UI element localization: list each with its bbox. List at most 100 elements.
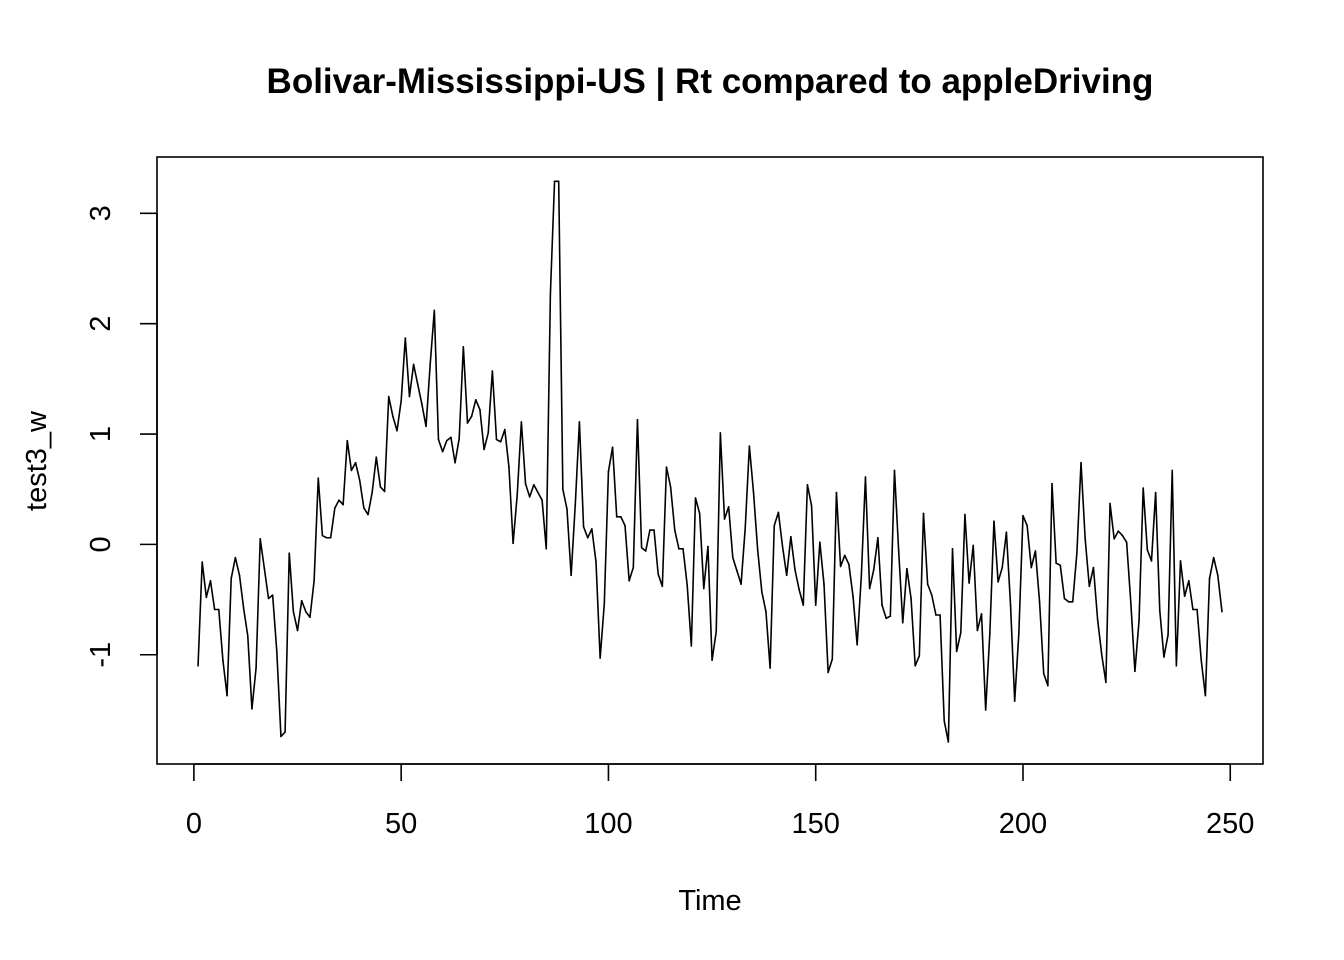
chart-title: Bolivar-Mississippi-US | Rt compared to … [267,62,1154,101]
data-point [562,488,564,490]
y-tick-label: -1 [85,642,117,668]
data-point [893,469,896,472]
data-point [607,470,610,473]
data-point [441,450,444,453]
data-point [897,549,900,551]
data-point [1113,538,1115,540]
data-point [591,528,593,530]
data-point [744,527,747,529]
data-point [1179,560,1182,562]
data-point [499,440,502,443]
data-point [338,499,340,502]
data-point [445,439,448,442]
data-point [640,546,643,549]
data-point [740,583,742,585]
data-point [702,587,705,590]
plot-frame [156,156,1264,765]
data-point [657,573,659,575]
data-point [1175,664,1178,667]
data-point [586,536,589,539]
data-point [1105,681,1107,684]
data-point [1042,672,1045,675]
data-point [1217,574,1219,577]
data-point [504,428,506,431]
y-axis-title: test3_w [21,410,53,511]
x-tick-label: 0 [186,808,202,840]
data-point [466,422,469,424]
data-point [520,421,523,423]
data-point [566,508,568,510]
data-point [425,425,427,428]
data-point [541,499,543,502]
data-point [342,503,344,506]
data-point [1146,549,1149,551]
data-point [578,421,581,423]
data-point [1030,566,1033,569]
data-point [976,629,979,632]
data-point [790,535,792,538]
data-point [889,615,892,617]
data-point [358,479,361,482]
data-point [989,632,991,635]
data-point [856,644,858,646]
data-point [831,658,834,660]
data-point [1009,604,1012,606]
data-point [628,580,630,582]
y-tick-label: 0 [85,536,117,552]
data-point [761,591,763,593]
data-point [980,613,983,615]
data-point [1018,632,1020,635]
data-point [620,515,622,518]
data-point [922,512,925,515]
x-axis: 0 50 100 150 200 250 [186,763,1254,840]
data-point [690,645,693,647]
y-tick-label: 1 [85,426,117,442]
data-point [794,568,796,571]
data-point [259,538,262,540]
data-point [806,483,809,486]
data-point [926,583,929,585]
data-point [848,563,850,566]
x-tick-label: 100 [584,808,632,840]
data-point [1167,634,1169,636]
data-point [765,610,767,613]
data-point [1059,564,1062,567]
data-point [1067,600,1070,603]
data-point [1134,670,1136,673]
data-point [574,503,577,506]
data-point [1038,600,1041,603]
data-point [421,403,423,406]
data-point [1080,461,1082,464]
data-point [839,565,842,568]
series-line [197,180,1223,743]
data-point [1005,531,1008,534]
data-point [1183,595,1186,598]
data-point [379,486,382,488]
x-tick-label: 150 [792,808,840,840]
data-point [603,603,606,605]
y-tick-label: 3 [85,205,117,221]
data-point [350,469,353,472]
data-point [483,448,485,451]
data-point [545,547,548,550]
data-point [387,395,390,398]
data-point [516,493,519,496]
data-point [1096,618,1099,621]
data-point [673,529,676,531]
data-point [234,556,237,559]
data-point [300,599,303,602]
data-point [802,604,805,606]
data-point [1076,552,1078,555]
data-point [201,561,203,563]
data-point [1063,597,1066,600]
data-point [914,664,916,667]
data-point [665,466,668,468]
data-point [209,580,212,582]
data-point [968,582,970,584]
data-point [313,580,315,582]
data-point [255,667,257,669]
data-points [197,180,1223,743]
data-point [495,438,498,441]
data-point [284,731,286,733]
data-point [972,544,975,547]
